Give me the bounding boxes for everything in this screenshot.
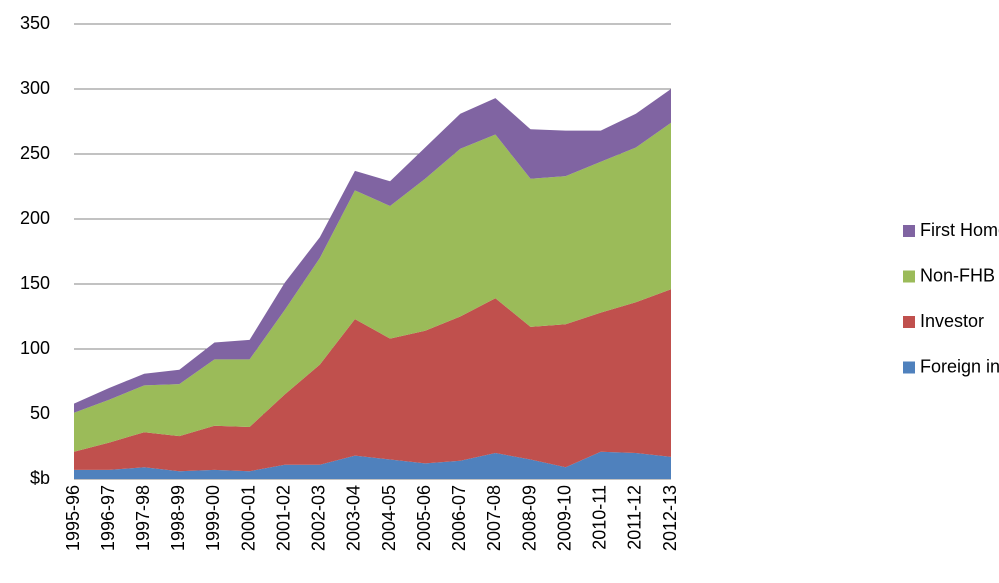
x-tick-label: 1995-96: [63, 485, 83, 551]
y-tick-label: $b: [30, 468, 50, 488]
area: [74, 122, 671, 452]
x-tick-label: 2007-08: [484, 485, 504, 551]
x-tick-label: 2012-13: [660, 485, 680, 551]
x-tick-label: 2010-11: [590, 485, 610, 550]
x-tick-label: 2005-06: [414, 485, 434, 551]
x-tick-label: 2011-12: [625, 485, 645, 550]
area: [74, 451, 671, 479]
x-tick-label: 1996-97: [98, 485, 118, 551]
x-tick-label: 2000-01: [238, 485, 258, 551]
x-tick-label: 2004-05: [379, 485, 399, 551]
x-tick-label: 2001-02: [273, 485, 293, 551]
x-tick-label: 1997-98: [133, 485, 153, 551]
x-tick-label: 2008-09: [519, 485, 539, 551]
y-tick-label: 300: [20, 78, 50, 98]
x-tick-label: 2002-03: [309, 485, 329, 551]
y-tick-label: 200: [20, 208, 50, 228]
area: [74, 289, 671, 472]
legend-swatch: [903, 316, 915, 328]
legend-label: Non-FHB: [920, 265, 995, 285]
y-tick-label: 250: [20, 143, 50, 163]
x-tick-label: 2009-10: [554, 485, 574, 551]
area: [74, 89, 671, 413]
y-tick-label: 150: [20, 273, 50, 293]
y-tick-label: 100: [20, 338, 50, 358]
legend-label: Investor: [920, 311, 984, 331]
y-tick-label: 50: [30, 403, 50, 423]
x-tick-label: 1999-00: [203, 485, 223, 551]
x-tick-label: 2003-04: [344, 485, 364, 551]
x-tick-label: 1998-99: [168, 485, 188, 551]
legend-label: Foreign investor: [920, 356, 999, 376]
x-tick-label: 2006-07: [449, 485, 469, 551]
legend-swatch: [903, 225, 915, 237]
legend-swatch: [903, 361, 915, 374]
legend-swatch: [903, 270, 915, 283]
legend-label: First Home Buyers (FHB): [920, 220, 999, 240]
y-tick-label: 350: [20, 13, 50, 33]
